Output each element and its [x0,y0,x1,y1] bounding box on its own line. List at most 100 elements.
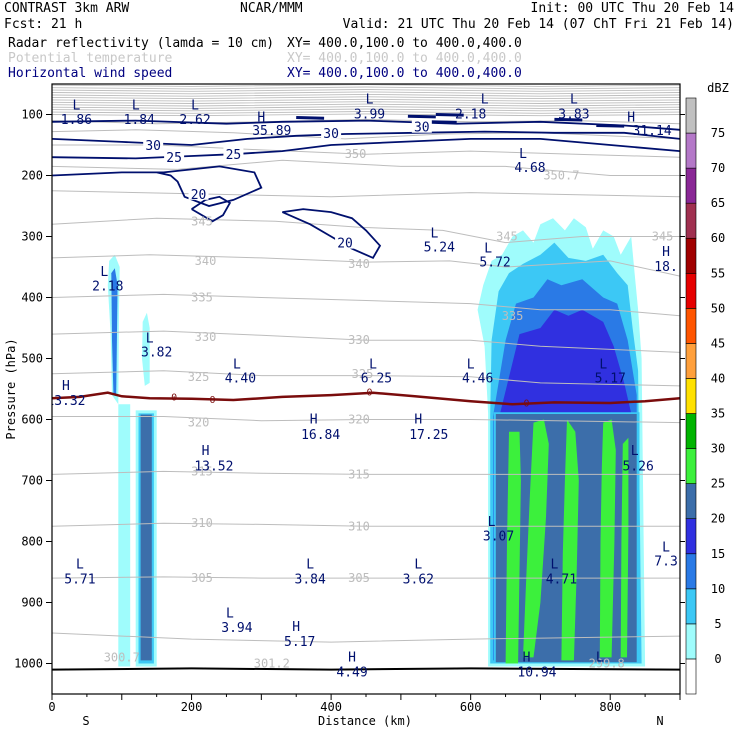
field-xy: XY= 400.0,100.0 to 400.0,400.0 [287,51,522,66]
jet-core-segment [428,120,457,124]
high-marker: H [257,111,265,126]
field-name: Radar reflectivity (lamda = 10 cm) [8,36,274,51]
extremum-value: 13.52 [194,459,233,474]
wind-label-bg [411,119,432,133]
theta-contour-tight [52,96,680,100]
colorbar-swatch [685,167,697,204]
zero-isotherm-label: 0 [171,392,177,403]
theta-contour [52,632,680,643]
field-xy: XY= 400.0,100.0 to 400.0,400.0 [287,36,522,51]
x-axis-label: Distance (km) [318,714,412,728]
colorbar-unit: dBZ [707,81,729,95]
theta-label: 325 [352,367,374,381]
extremum-value: 3.94 [221,621,252,636]
colorbar-level: 45 [711,336,725,350]
field-list: Radar reflectivity (lamda = 10 cm) XY= 40… [8,36,522,81]
theta-label: 345 [496,230,518,244]
wind-label: 25 [226,148,242,163]
zero-isotherm: 0 0 0 0 [52,387,680,409]
high-marker: H [523,650,531,665]
colorbar-level: 65 [711,196,725,210]
forecast-hour: Fcst: 21 h [4,17,82,32]
theta-contour [52,576,680,579]
zero-isotherm-line [52,391,680,406]
wind-label: 20 [191,188,207,203]
low-marker: L [306,558,314,573]
theta-contour-tight [52,98,680,102]
wind-label: 20 [337,237,353,252]
zero-isotherm-label: 0 [366,387,372,398]
left-column-cyan [118,404,131,667]
jet-core-segment [296,116,325,120]
theta-label: 340 [348,257,370,271]
green-core-3 [599,419,616,658]
theta-contour-tight [52,103,680,107]
extremum-value: 5.26 [622,459,653,474]
wind-label-bg [164,150,185,164]
colorbar-swatch [685,413,697,449]
low-marker: L [191,98,199,113]
theta-label: 320 [348,413,370,427]
colorbar-swatch [685,623,697,660]
high-marker: H [292,620,300,635]
extremum-value: 6.25 [361,372,392,387]
high-marker: H [348,650,356,665]
extremum-value: 3.83 [558,108,589,123]
extremum-value: 4.49 [336,666,367,681]
theta-contour [52,159,680,176]
low-marker: L [662,541,670,556]
colorbar-level: 35 [711,407,725,421]
wind-label: 30 [145,139,161,154]
extremum-value: 1.86 [61,113,92,128]
x-tick-label: 800 [599,700,621,714]
theta-label: 330 [195,330,217,344]
high-marker: H [202,444,210,459]
theta-contour-tight [52,108,680,112]
low-marker: L [488,515,496,530]
theta-label: 310 [191,516,213,530]
theta-label: 340 [195,254,217,268]
theta-label: 305 [348,571,370,585]
extremum-value: 5.71 [64,572,95,587]
colorbar-swatch [685,658,697,695]
y-axis-label: Pressure (hPa) [4,338,18,439]
theta-label: 335 [191,291,213,305]
theta-label: 310 [348,519,370,533]
wind-label-bg [335,235,356,249]
model-title: CONTRAST 3km ARW [4,1,129,16]
theta-contour-tight [52,86,680,90]
green-core-0 [505,431,521,664]
colorbar-swatch [685,132,697,169]
extremum-value: 35.89 [252,124,291,139]
theta-label: 301.2 [254,657,290,671]
extremum-value: 3.82 [141,345,172,360]
header: CONTRAST 3km ARW NCAR/MMM Init: 00 UTC T… [4,1,734,81]
colorbar-swatch [685,483,697,520]
y-tick-label: 700 [21,474,43,488]
y-tick-label: 500 [21,352,43,366]
zero-isotherm-label: 0 [209,395,215,406]
theta-label: 325 [188,370,210,384]
colorbar-swatch [685,237,697,274]
field-name: Horizontal wind speed [8,66,172,81]
theta-contour-tight [52,113,680,117]
extremum-value: 31.14 [633,124,672,139]
theta-label: 335 [502,309,524,323]
colorbar-level: 20 [711,512,725,526]
theta-label: 315 [348,467,370,481]
high-marker: H [662,245,670,260]
y-tick-label: 600 [21,413,43,427]
theta-contour-tight [52,106,680,109]
theta-contour [52,330,680,353]
jet-core-segment [407,114,436,119]
colorbar-swatch [685,448,697,484]
green-core-1 [523,419,549,658]
colorbar-level: 25 [711,477,725,491]
theta-contour [52,522,680,527]
wind-label: 25 [166,151,182,166]
y-tick-label: 400 [21,291,43,305]
theta-label: 350 [345,147,367,161]
south-label: S [82,714,89,728]
low-marker: L [369,358,377,373]
